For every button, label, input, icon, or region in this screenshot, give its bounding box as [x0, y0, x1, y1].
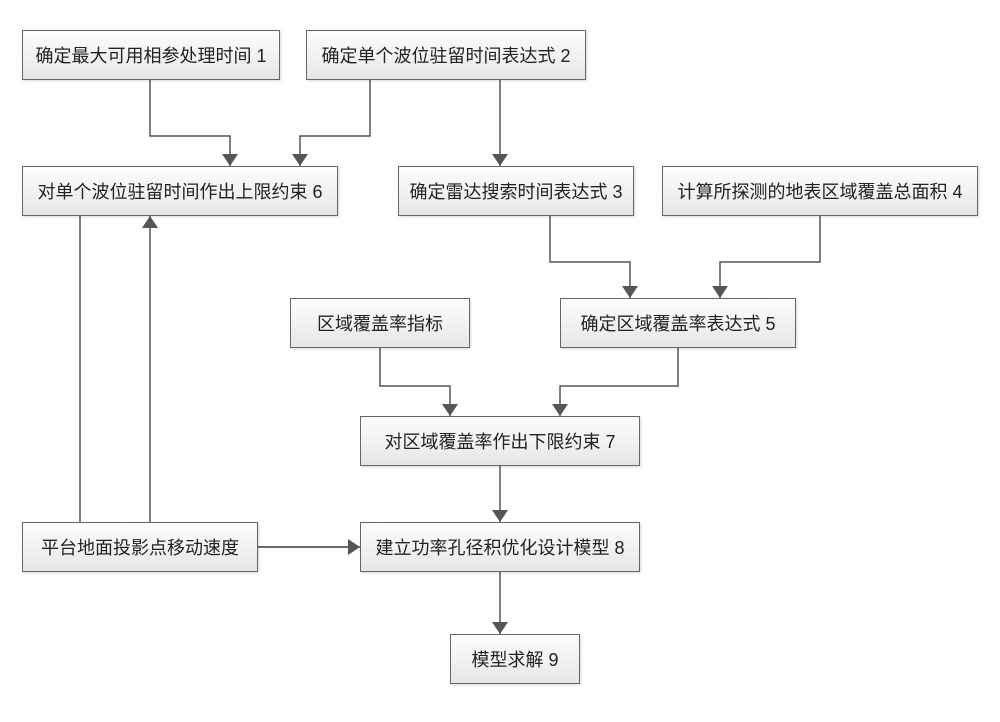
- arrowhead-11: [492, 622, 508, 634]
- edge-0: [150, 80, 230, 166]
- arrowhead-7: [492, 510, 508, 522]
- edge-4: [720, 216, 820, 298]
- node-n5: 确定区域覆盖率表达式 5: [560, 298, 796, 348]
- arrowhead-6: [552, 404, 568, 416]
- arrowhead-9: [142, 216, 158, 228]
- arrowhead-2: [492, 154, 508, 166]
- node-n1: 确定最大可用相参处理时间 1: [22, 30, 280, 80]
- arrowhead-5: [442, 404, 458, 416]
- node-n3: 确定雷达搜索时间表达式 3: [398, 166, 634, 216]
- node-n8: 建立功率孔径积优化设计模型 8: [360, 522, 640, 572]
- edge-6: [560, 348, 678, 416]
- arrowhead-3: [622, 286, 638, 298]
- edges-layer: [0, 0, 1000, 722]
- arrowhead-4: [712, 286, 728, 298]
- node-nS: 平台地面投影点移动速度: [22, 522, 258, 572]
- node-n7: 对区域覆盖率作出下限约束 7: [360, 416, 640, 466]
- edge-8: [80, 216, 360, 547]
- arrowhead-0: [222, 154, 238, 166]
- node-n2: 确定单个波位驻留时间表达式 2: [306, 30, 586, 80]
- node-n9: 模型求解 9: [450, 634, 580, 684]
- node-nM: 区域覆盖率指标: [290, 298, 470, 348]
- flowchart-stage: 确定最大可用相参处理时间 1 确定单个波位驻留时间表达式 2 对单个波位驻留时间作出…: [0, 0, 1000, 722]
- edge-1: [300, 80, 370, 166]
- node-n6: 对单个波位驻留时间作出上限约束 6: [22, 166, 338, 216]
- arrowhead-1: [292, 154, 308, 166]
- edge-3: [550, 216, 630, 298]
- edge-5: [380, 348, 450, 416]
- node-n4: 计算所探测的地表区域覆盖总面积 4: [662, 166, 978, 216]
